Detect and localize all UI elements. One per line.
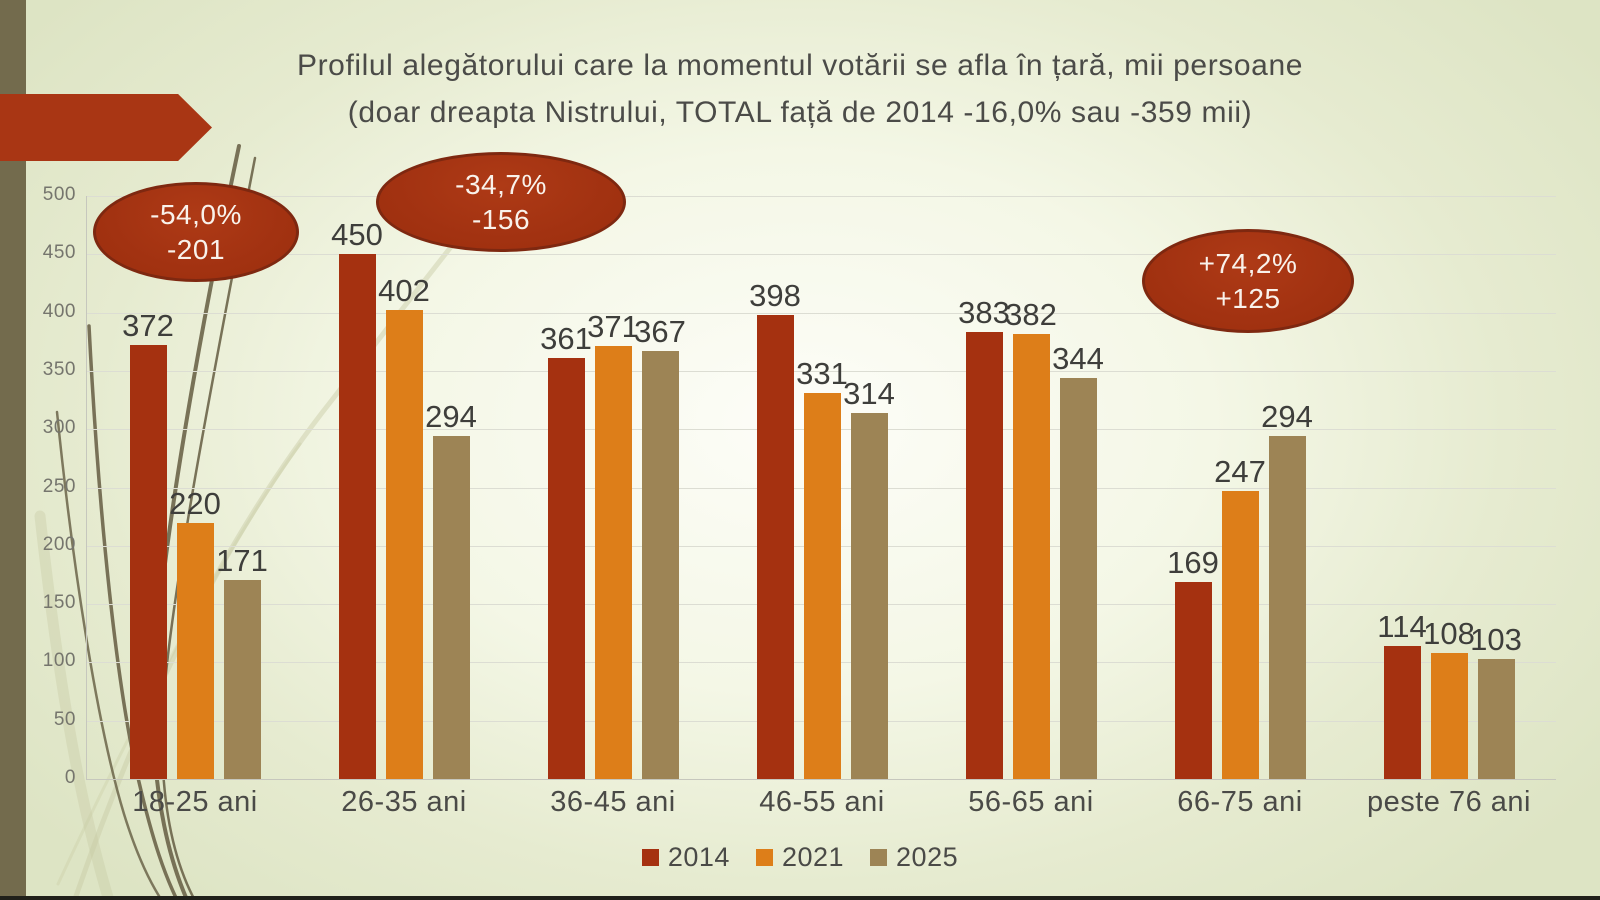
- y-tick-50: 50: [53, 708, 76, 730]
- chart-title-line1: Profilul alegătorului care la momentul v…: [296, 49, 1304, 82]
- bar-2025-2: [641, 351, 679, 779]
- axis-label-6: peste 76 ani: [1366, 786, 1531, 818]
- axis-label-0: 18-25 ani: [132, 786, 258, 818]
- value-label-2021-5: 247: [1214, 454, 1266, 489]
- bar-2025-6: [1477, 658, 1515, 779]
- legend-item-2025: 2025: [870, 842, 958, 873]
- legend-item-2021: 2021: [755, 842, 845, 873]
- value-label-2014-0: 372: [122, 308, 174, 344]
- legend-label-2025: 2025: [896, 842, 959, 872]
- annotation-bubble-1: -34,7% -156: [376, 152, 626, 252]
- bar-2014-2: [547, 358, 585, 779]
- value-label-2014-3: 398: [749, 277, 801, 313]
- gridline-400: [86, 312, 1556, 314]
- value-label-2021-2: 371: [587, 309, 639, 345]
- legend-swatch-2025: [870, 849, 888, 866]
- bar-2014-3: [756, 314, 794, 779]
- bar-2021-3: [803, 393, 841, 779]
- value-label-2025-5: 294: [1261, 399, 1313, 435]
- axis-label-4: 56-65 ani: [968, 786, 1094, 818]
- grass-blade-dark-4: [55, 410, 164, 900]
- axis-label-3: 46-55 ani: [759, 786, 885, 818]
- bar-2014-6: [1383, 646, 1421, 779]
- bar-2014-0: [129, 345, 167, 779]
- legend-swatch-2014: [641, 849, 659, 866]
- value-label-2021-0: 220: [169, 485, 221, 521]
- value-label-2025-2: 367: [634, 314, 686, 350]
- annotation-text-1-0: -34,7%: [455, 169, 547, 200]
- legend-item-2014: 2014: [641, 842, 730, 873]
- y-tick-450: 450: [42, 242, 76, 264]
- bar-2014-1: [338, 254, 376, 779]
- y-tick-200: 200: [42, 533, 76, 555]
- bar-2021-5: [1221, 491, 1259, 779]
- bottom-edge-line: [0, 896, 1600, 900]
- annotation-text-2-0: +74,2%: [1198, 248, 1298, 279]
- value-label-2021-3: 331: [796, 356, 848, 392]
- grass-blade-light-wide: [34, 510, 115, 900]
- y-tick-350: 350: [42, 358, 76, 380]
- y-axis-line: [86, 196, 87, 779]
- value-label-2014-2: 361: [540, 321, 592, 357]
- annotation-bubble-0: -54,0% -201: [93, 182, 299, 282]
- axis-label-1: 26-35 ani: [341, 786, 467, 818]
- bar-2021-6: [1430, 653, 1468, 779]
- annotation-text-1-1: -156: [471, 204, 531, 235]
- value-label-2021-6: 108: [1423, 616, 1475, 652]
- value-label-2014-5: 169: [1167, 544, 1219, 580]
- y-tick-300: 300: [42, 417, 76, 439]
- gridline-500: [86, 196, 1556, 197]
- y-tick-150: 150: [42, 592, 76, 614]
- bar-2025-3: [850, 412, 888, 779]
- value-label-2014-4: 383: [958, 295, 1010, 331]
- gridline-450: [86, 254, 1556, 256]
- chart-title-line2: (doar dreapta Nistrului, TOTAL față de 2…: [347, 96, 1253, 129]
- annotation-text-0-1: -201: [166, 234, 226, 265]
- bar-2025-5: [1268, 436, 1306, 779]
- value-label-2025-3: 314: [843, 375, 895, 411]
- axis-label-2: 36-45 ani: [550, 786, 676, 818]
- grass-blade-dark-3: [87, 324, 180, 900]
- annotation-bubble-2: +74,2% +125: [1142, 229, 1354, 333]
- legend-label-2021: 2021: [781, 842, 845, 872]
- bar-2025-4: [1059, 377, 1097, 779]
- axis-label-5: 66-75 ani: [1177, 786, 1303, 818]
- red-arrow-shape: [0, 94, 212, 161]
- gridline-350: [86, 370, 1556, 372]
- y-tick-100: 100: [42, 650, 76, 672]
- bar-2021-0: [176, 522, 214, 779]
- chart-title: Profilul alegătorului care la momentul v…: [100, 42, 1500, 136]
- bar-2021-2: [594, 346, 632, 779]
- value-label-2014-1: 450: [331, 217, 383, 253]
- legend-label-2014: 2014: [667, 842, 730, 872]
- gridline-0: [86, 779, 1556, 780]
- y-tick-500: 500: [42, 184, 76, 205]
- y-tick-0: 0: [64, 767, 76, 788]
- legend-swatch-2021: [755, 849, 773, 866]
- bar-2021-4: [1012, 333, 1050, 779]
- value-label-2021-4: 382: [1005, 296, 1057, 332]
- value-label-2025-1: 294: [425, 399, 477, 435]
- bar-2025-0: [223, 579, 261, 779]
- y-tick-250: 250: [42, 475, 76, 497]
- annotation-text-2-1: +125: [1215, 283, 1281, 314]
- y-tick-400: 400: [42, 300, 76, 322]
- bar-2014-5: [1174, 581, 1212, 779]
- bar-2025-1: [432, 436, 470, 779]
- value-label-2025-6: 103: [1470, 621, 1522, 657]
- value-label-2025-0: 171: [216, 542, 268, 578]
- value-label-2021-1: 402: [378, 273, 430, 309]
- chart-legend: 2014 2021 2025: [0, 842, 1600, 873]
- value-label-2014-6: 114: [1377, 609, 1427, 645]
- annotation-text-0-0: -54,0%: [150, 199, 242, 230]
- bar-2021-1: [385, 310, 423, 779]
- bar-2014-4: [965, 332, 1003, 779]
- value-label-2025-4: 344: [1052, 340, 1104, 376]
